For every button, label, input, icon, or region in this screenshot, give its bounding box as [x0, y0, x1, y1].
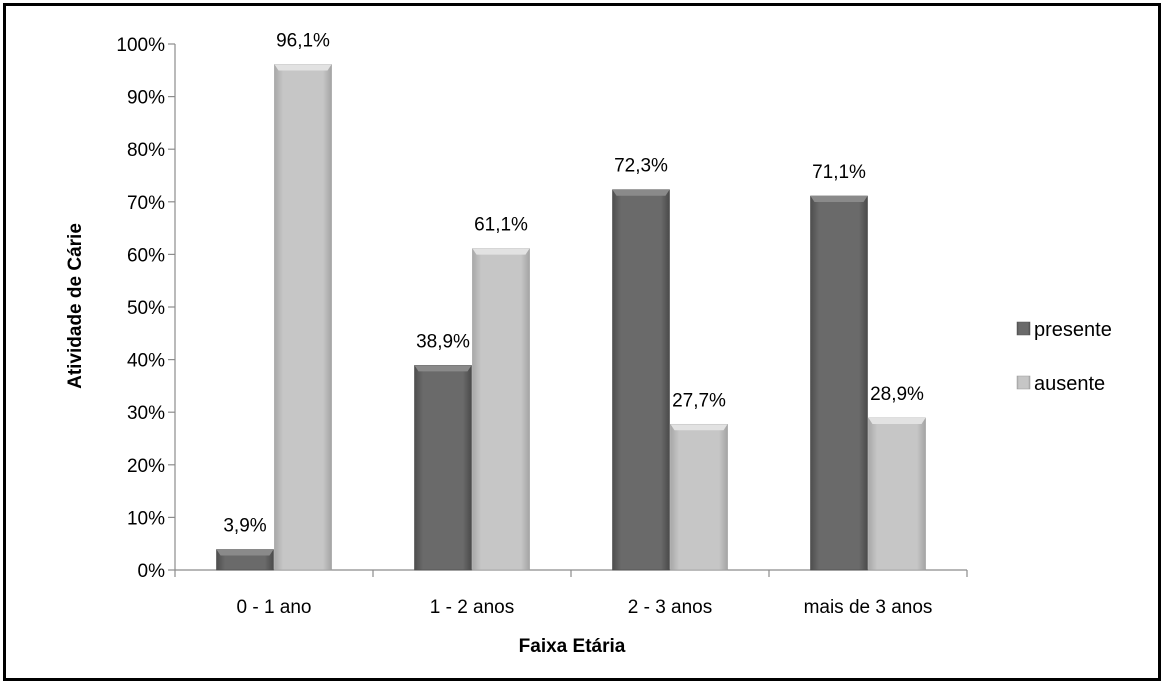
bar-cap-presente: [810, 196, 868, 203]
x-axis-title: Faixa Etária: [519, 636, 626, 657]
y-tick-label: 0%: [138, 561, 166, 582]
legend-label-ausente: ausente: [1034, 373, 1105, 395]
x-tick-label: 1 - 2 anos: [430, 597, 515, 618]
x-tick-label: 2 - 3 anos: [628, 597, 713, 618]
y-tick-label: 50%: [127, 298, 165, 319]
bar-cap-ausente: [868, 417, 926, 424]
legend-label-presente: presente: [1034, 319, 1112, 341]
data-label-presente: 71,1%: [812, 162, 866, 183]
data-label-ausente: 61,1%: [474, 215, 528, 236]
data-labels: 3,9% 38,9% 72,3% 71,1% 96,1% 61,1% 27,7% 28,9%: [223, 31, 924, 537]
bar-ausente: [670, 423, 728, 571]
bar-presente: [414, 365, 472, 571]
bar-cap-presente: [612, 189, 670, 196]
y-tick-label: 10%: [127, 508, 165, 529]
y-tick-label: 70%: [127, 193, 165, 214]
bars: [216, 64, 926, 571]
bar-ausente: [274, 64, 332, 571]
y-axis-title: Atividade de Cárie: [65, 223, 86, 389]
bar-cap-presente: [216, 549, 274, 556]
chart-frame: 0% 10% 20% 30% 40% 50% 60% 70% 80% 90% 100% 0 - 1 …: [3, 3, 1161, 681]
x-axis: 0 - 1 ano 1 - 2 anos 2 - 3 anos mais de 3 a…: [174, 569, 968, 618]
y-axis: 0% 10% 20% 30% 40% 50% 60% 70% 80% 90% 100%: [116, 35, 176, 582]
x-tick-label: mais de 3 anos: [804, 597, 933, 618]
data-label-presente: 38,9%: [416, 331, 470, 352]
y-tick-label: 90%: [127, 88, 165, 109]
data-label-ausente: 96,1%: [276, 31, 330, 52]
bar-cap-ausente: [472, 248, 530, 255]
bar-cap-presente: [414, 365, 472, 372]
bar-cap-ausente: [670, 424, 728, 431]
legend-swatch-presente: [1016, 321, 1031, 336]
y-tick-label: 80%: [127, 140, 165, 161]
data-label-presente: 3,9%: [223, 515, 266, 536]
bar-presente: [810, 195, 868, 571]
bar-ausente: [868, 417, 926, 571]
y-tick-label: 100%: [116, 35, 165, 56]
legend-swatch-ausente: [1016, 375, 1031, 390]
bar-ausente: [472, 248, 530, 571]
bar-cap-ausente: [274, 64, 332, 71]
data-label-ausente: 28,9%: [870, 384, 924, 405]
bar-chart: 0% 10% 20% 30% 40% 50% 60% 70% 80% 90% 100% 0 - 1 …: [65, 31, 1112, 657]
y-tick-label: 30%: [127, 403, 165, 424]
legend: presente ausente: [1016, 319, 1112, 395]
y-tick-label: 60%: [127, 245, 165, 266]
data-label-ausente: 27,7%: [672, 390, 726, 411]
x-tick-label: 0 - 1 ano: [237, 597, 312, 618]
data-label-presente: 72,3%: [614, 156, 668, 177]
y-tick-label: 20%: [127, 456, 165, 477]
y-tick-label: 40%: [127, 351, 165, 372]
bar-presente: [612, 189, 670, 571]
